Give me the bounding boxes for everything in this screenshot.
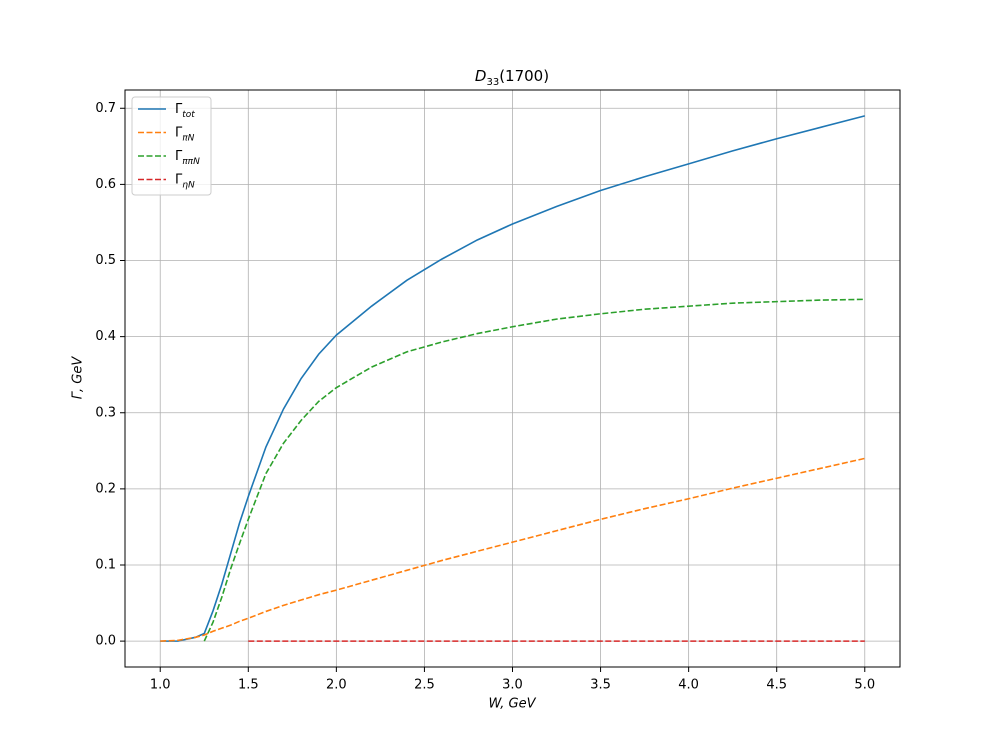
legend-label: ΓηN xyxy=(175,172,195,190)
x-tick-label: 3.5 xyxy=(590,678,611,693)
x-axis-label: W, GeV xyxy=(488,697,536,712)
y-axis-label: Γ, GeV xyxy=(71,356,86,400)
legend-label: ΓππN xyxy=(175,149,200,167)
x-tick-label: 5.0 xyxy=(854,678,875,693)
y-tick-label: 0.6 xyxy=(95,177,116,192)
x-tick-label: 3.0 xyxy=(502,678,523,693)
series-line xyxy=(160,115,865,642)
y-tick-label: 0.0 xyxy=(95,634,116,649)
y-tick-label: 0.3 xyxy=(95,405,116,420)
legend-label: ΓπN xyxy=(175,125,195,143)
y-tick-label: 0.2 xyxy=(95,481,116,496)
legend-box xyxy=(131,96,212,196)
x-tick-label: 4.5 xyxy=(766,678,787,693)
plot-lines xyxy=(160,115,865,642)
y-tick-label: 0.5 xyxy=(95,253,116,268)
series-line xyxy=(203,298,865,642)
x-tick-label: 1.0 xyxy=(150,678,171,693)
ticks: 1.0 1.5 2.0 2.5 3.0 3.5 4.0 4.5 5.0 0.0 0.1 0.2 0.3 0… xyxy=(95,101,875,693)
chart-title: D33(1700) xyxy=(475,67,549,88)
y-tick-label: 0.7 xyxy=(95,101,116,116)
series-line xyxy=(160,457,865,642)
legend: Γtot ΓπN ΓππN ΓηN xyxy=(131,96,212,196)
y-tick-label: 0.4 xyxy=(95,329,116,344)
x-tick-label: 2.5 xyxy=(414,678,435,693)
x-tick-label: 1.5 xyxy=(238,678,259,693)
legend-label: Γtot xyxy=(175,102,195,120)
x-tick-label: 4.0 xyxy=(678,678,699,693)
y-tick-label: 0.1 xyxy=(95,557,116,572)
x-tick-label: 2.0 xyxy=(326,678,347,693)
